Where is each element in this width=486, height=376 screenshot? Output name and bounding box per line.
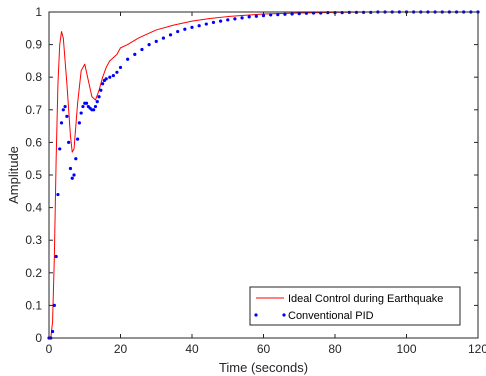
data-point-conventional-pid — [63, 104, 67, 109]
y-tick-label: 0.2 — [25, 266, 42, 280]
data-point-conventional-pid — [50, 329, 55, 334]
data-point-conventional-pid — [59, 121, 64, 125]
data-point-conventional-pid — [93, 104, 98, 109]
data-point-conventional-pid — [58, 147, 62, 151]
legend-marker — [282, 313, 286, 317]
data-point-conventional-pid — [111, 73, 115, 78]
data-point-conventional-pid — [240, 16, 244, 20]
data-point-conventional-pid — [108, 75, 112, 79]
data-point-conventional-pid — [197, 24, 201, 28]
data-point-conventional-pid — [147, 43, 151, 47]
data-point-conventional-pid — [161, 36, 165, 40]
data-point-conventional-pid — [56, 192, 60, 197]
y-tick-label: 0.9 — [25, 38, 42, 52]
data-point-conventional-pid — [140, 47, 144, 52]
data-point-conventional-pid — [290, 12, 294, 16]
data-point-conventional-pid — [84, 101, 89, 105]
data-point-conventional-pid — [54, 254, 58, 259]
data-point-conventional-pid — [101, 82, 105, 86]
data-point-conventional-pid — [297, 12, 301, 16]
data-point-conventional-pid — [61, 108, 65, 112]
legend-label-conventional-pid: Conventional PID — [288, 310, 374, 322]
y-tick-label: 0.4 — [25, 201, 42, 215]
x-tick-label: 80 — [328, 342, 342, 356]
y-tick-label: 1 — [35, 5, 42, 19]
data-point-conventional-pid — [233, 17, 237, 21]
ticks-layer: 0 20 40 60 80 100 120 0 0.1 0.2 0.3 0.4 0.5 0.6 0.7 0.8… — [25, 5, 486, 356]
data-point-conventional-pid — [154, 39, 158, 43]
data-point-conventional-pid — [269, 13, 273, 17]
data-point-conventional-pid — [92, 108, 96, 112]
legend-label-ideal-control: Ideal Control during Earthquake — [288, 293, 443, 305]
x-tick-label: 0 — [46, 342, 53, 356]
x-tick-label: 60 — [257, 342, 271, 356]
data-point-conventional-pid — [176, 29, 180, 34]
data-point-conventional-pid — [276, 13, 280, 17]
data-point-conventional-pid — [104, 77, 108, 81]
y-axis-label: Amplitude — [6, 146, 21, 204]
y-tick-label: 0.5 — [25, 168, 42, 182]
legend-swatch-conventional-pid — [254, 313, 286, 317]
y-tick-label: 0.7 — [25, 103, 42, 117]
data-point-conventional-pid — [168, 33, 173, 37]
y-tick-label: 0.3 — [25, 233, 42, 247]
data-point-conventional-pid — [126, 57, 130, 61]
data-point-conventional-pid — [183, 27, 187, 31]
data-point-conventional-pid — [254, 14, 258, 18]
x-tick-label: 40 — [185, 342, 199, 356]
data-point-conventional-pid — [97, 95, 101, 99]
data-point-conventional-pid — [133, 52, 137, 56]
x-axis-label: Time (seconds) — [219, 360, 308, 375]
data-point-conventional-pid — [226, 18, 230, 22]
y-tick-label: 0.8 — [25, 70, 42, 84]
legend-marker — [254, 313, 258, 317]
data-point-conventional-pid — [74, 157, 78, 161]
data-point-conventional-pid — [118, 65, 123, 70]
data-point-conventional-pid — [52, 303, 56, 307]
data-point-conventional-pid — [65, 114, 69, 118]
series-line-ideal-control — [49, 11, 478, 339]
data-point-conventional-pid — [67, 140, 71, 144]
y-tick-label: 0.6 — [25, 135, 42, 149]
data-point-conventional-pid — [79, 111, 83, 115]
data-point-conventional-pid — [283, 12, 287, 16]
data-point-conventional-pid — [211, 20, 216, 25]
data-point-conventional-pid — [81, 104, 85, 109]
data-point-conventional-pid — [247, 15, 251, 19]
data-point-conventional-pid — [76, 137, 80, 141]
data-point-conventional-pid — [219, 19, 223, 23]
legend: Ideal Control during Earthquake Conventi… — [249, 286, 461, 326]
data-point-conventional-pid — [95, 100, 99, 104]
data-point-conventional-pid — [204, 22, 208, 26]
x-tick-label: 20 — [114, 342, 128, 356]
data-point-conventional-pid — [77, 121, 81, 125]
data-point-conventional-pid — [190, 25, 194, 29]
legend-box — [249, 286, 461, 326]
x-tick-label: 100 — [396, 342, 416, 356]
data-point-conventional-pid — [70, 176, 74, 180]
x-tick-label: 120 — [468, 342, 486, 356]
y-tick-label: 0.1 — [25, 298, 42, 312]
data-point-conventional-pid — [72, 173, 76, 177]
y-tick-label: 0 — [35, 331, 42, 345]
data-point-conventional-pid — [99, 88, 103, 92]
data-point-conventional-pid — [115, 70, 119, 74]
data-point-conventional-pid — [68, 166, 73, 171]
